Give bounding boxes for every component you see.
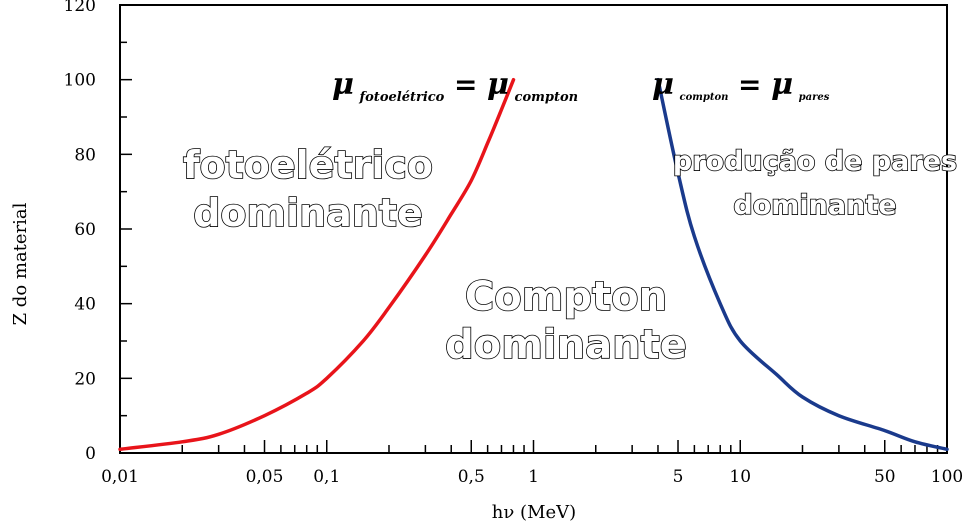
x-tick-label: 10 bbox=[729, 467, 751, 487]
x-axis-ticks: 0,01 0,05 0,1 0,5 1 5 10 50 100 bbox=[101, 440, 962, 487]
eq-sub-pares: pares bbox=[799, 92, 830, 103]
region-photoelectric-line2: dominante bbox=[193, 191, 423, 235]
eq-mu-3: μ bbox=[652, 67, 674, 102]
x-tick-label: 50 bbox=[874, 467, 896, 487]
x-tick-label: 0,1 bbox=[313, 467, 340, 487]
region-pairs-line1: produção de pares bbox=[673, 146, 957, 177]
y-tick-label: 40 bbox=[74, 295, 96, 315]
photo-compton-boundary-line bbox=[118, 77, 516, 452]
region-photoelectric-line1: fotoelétrico bbox=[183, 143, 433, 187]
eq-sub-compton: compton bbox=[515, 90, 579, 105]
eq-sub-compton-2: compton bbox=[680, 92, 729, 103]
x-axis-title: hν (MeV) bbox=[492, 502, 576, 523]
y-tick-label: 0 bbox=[85, 444, 96, 464]
eq-equals-1: = bbox=[454, 68, 477, 101]
x-tick-label: 5 bbox=[673, 467, 684, 487]
compton-pairs-boundary-line bbox=[656, 77, 949, 452]
eq-mu-1: μ bbox=[332, 67, 354, 102]
region-pairs-line2: dominante bbox=[733, 190, 896, 221]
y-tick-label: 80 bbox=[74, 145, 96, 165]
y-axis-ticks: 0 20 40 60 80 100 120 bbox=[64, 0, 132, 464]
equation-compton-pares: μ compton = μ pares bbox=[652, 67, 830, 104]
y-tick-label: 120 bbox=[64, 0, 96, 16]
y-tick-label: 20 bbox=[74, 369, 96, 389]
series-layer bbox=[118, 77, 949, 452]
x-tick-label: 100 bbox=[931, 467, 962, 487]
x-tick-label: 0,05 bbox=[246, 467, 284, 487]
equation-photo-compton: μ fotoelétrico = μ compton bbox=[332, 67, 578, 105]
region-compton-line2: dominante bbox=[445, 322, 687, 368]
x-tick-label: 0,01 bbox=[101, 467, 139, 487]
region-compton-line1: Compton bbox=[465, 274, 667, 320]
eq-mu-2: μ bbox=[487, 67, 509, 102]
y-tick-label: 60 bbox=[74, 220, 96, 240]
y-tick-label: 100 bbox=[64, 71, 96, 91]
x-tick-label: 1 bbox=[528, 467, 539, 487]
eq-equals-2: = bbox=[738, 68, 761, 101]
eq-mu-4: μ bbox=[771, 67, 793, 102]
eq-sub-photo: fotoelétrico bbox=[359, 90, 445, 105]
y-axis-title: Z do material bbox=[10, 202, 31, 325]
x-tick-label: 0,5 bbox=[458, 467, 485, 487]
